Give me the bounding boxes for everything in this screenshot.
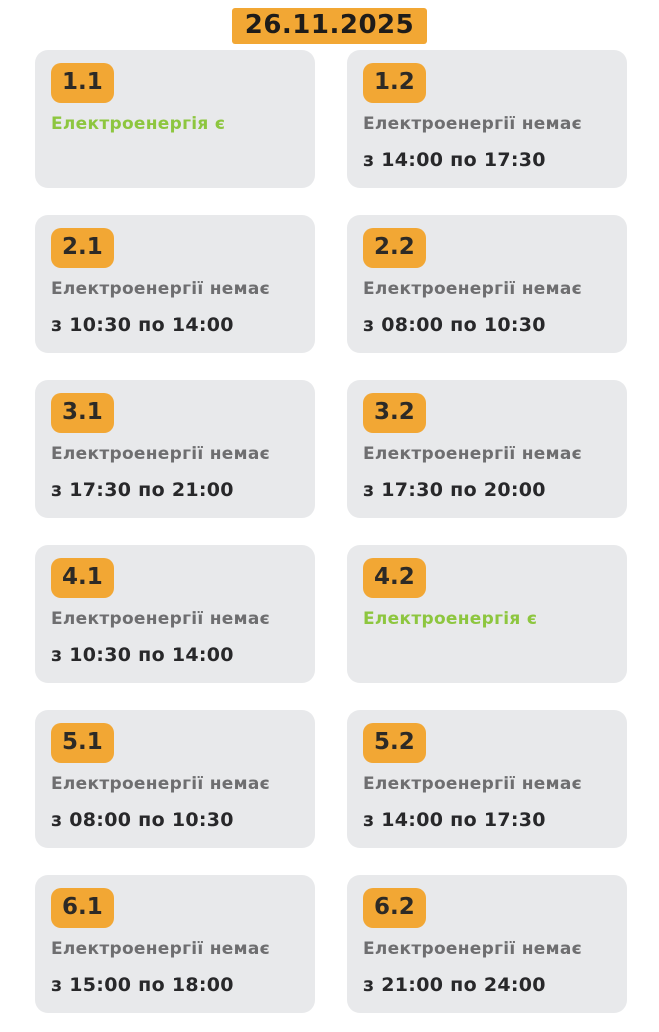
group-card-6-2: 6.2 Електроенергії немає з 21:00 по 24:0… bbox=[347, 875, 627, 1013]
outage-time-range: з 14:00 по 17:30 bbox=[363, 149, 546, 171]
group-card-1-2: 1.2 Електроенергії немає з 14:00 по 17:3… bbox=[347, 50, 627, 188]
power-status-text: Електроенергії немає bbox=[363, 279, 582, 299]
power-status-text: Електроенергія є bbox=[363, 609, 538, 629]
power-status-text: Електроенергії немає bbox=[363, 774, 582, 794]
outage-time-range: з 21:00 по 24:00 bbox=[363, 974, 546, 996]
group-badge: 5.2 bbox=[363, 723, 426, 763]
power-status-text: Електроенергії немає bbox=[363, 939, 582, 959]
outage-time-range: з 08:00 по 10:30 bbox=[51, 809, 234, 831]
group-badge: 1.1 bbox=[51, 63, 114, 103]
outage-time-range: з 10:30 по 14:00 bbox=[51, 644, 234, 666]
power-status-text: Електроенергії немає bbox=[363, 114, 582, 134]
outage-time-range: з 15:00 по 18:00 bbox=[51, 974, 234, 996]
group-badge: 2.2 bbox=[363, 228, 426, 268]
power-status-text: Електроенергія є bbox=[51, 114, 226, 134]
group-badge: 2.1 bbox=[51, 228, 114, 268]
power-status-text: Електроенергії немає bbox=[51, 279, 270, 299]
group-badge: 3.1 bbox=[51, 393, 114, 433]
group-card-4-2: 4.2 Електроенергія є bbox=[347, 545, 627, 683]
group-card-5-1: 5.1 Електроенергії немає з 08:00 по 10:3… bbox=[35, 710, 315, 848]
outage-time-range: з 17:30 по 21:00 bbox=[51, 479, 234, 501]
group-badge: 4.2 bbox=[363, 558, 426, 598]
power-status-text: Електроенергії немає bbox=[51, 774, 270, 794]
group-card-1-1: 1.1 Електроенергія є bbox=[35, 50, 315, 188]
power-status-text: Електроенергії немає bbox=[363, 444, 582, 464]
schedule-grid: 1.1 Електроенергія є 1.2 Електроенергії … bbox=[0, 50, 659, 1013]
outage-time-range: з 10:30 по 14:00 bbox=[51, 314, 234, 336]
group-card-4-1: 4.1 Електроенергії немає з 10:30 по 14:0… bbox=[35, 545, 315, 683]
outage-time-range: з 08:00 по 10:30 bbox=[363, 314, 546, 336]
group-card-3-1: 3.1 Електроенергії немає з 17:30 по 21:0… bbox=[35, 380, 315, 518]
group-card-6-1: 6.1 Електроенергії немає з 15:00 по 18:0… bbox=[35, 875, 315, 1013]
group-card-3-2: 3.2 Електроенергії немає з 17:30 по 20:0… bbox=[347, 380, 627, 518]
group-badge: 1.2 bbox=[363, 63, 426, 103]
group-badge: 6.1 bbox=[51, 888, 114, 928]
group-badge: 6.2 bbox=[363, 888, 426, 928]
outage-time-range: з 17:30 по 20:00 bbox=[363, 479, 546, 501]
power-status-text: Електроенергії немає bbox=[51, 939, 270, 959]
group-card-2-2: 2.2 Електроенергії немає з 08:00 по 10:3… bbox=[347, 215, 627, 353]
group-badge: 5.1 bbox=[51, 723, 114, 763]
date-header: 26.11.2025 bbox=[231, 8, 428, 44]
outage-time-range: з 14:00 по 17:30 bbox=[363, 809, 546, 831]
power-status-text: Електроенергії немає bbox=[51, 609, 270, 629]
group-badge: 4.1 bbox=[51, 558, 114, 598]
power-status-text: Електроенергії немає bbox=[51, 444, 270, 464]
group-card-5-2: 5.2 Електроенергії немає з 14:00 по 17:3… bbox=[347, 710, 627, 848]
group-badge: 3.2 bbox=[363, 393, 426, 433]
group-card-2-1: 2.1 Електроенергії немає з 10:30 по 14:0… bbox=[35, 215, 315, 353]
